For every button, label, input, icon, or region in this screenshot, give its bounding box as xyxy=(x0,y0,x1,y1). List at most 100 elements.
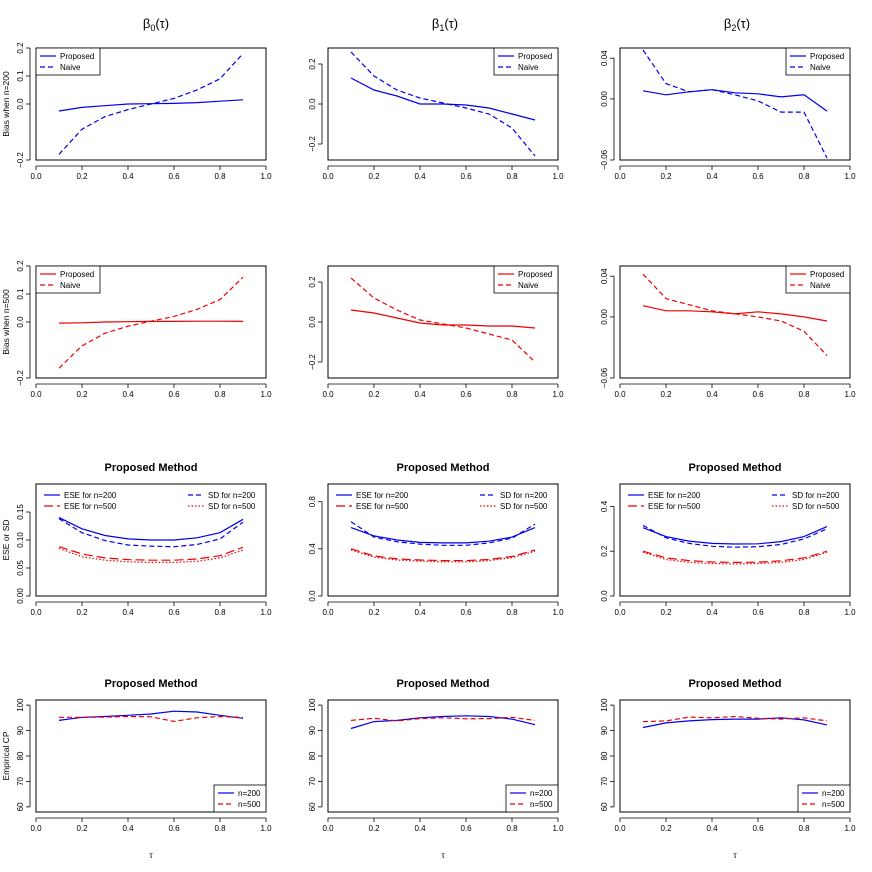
plot-box xyxy=(35,265,267,379)
legend: n=200 n=500 xyxy=(505,784,559,813)
legend-label: ESE for n=200 xyxy=(64,491,117,500)
x-tick-label: 0.0 xyxy=(30,824,42,833)
x-tick-label: 0.8 xyxy=(214,608,226,617)
legend-box xyxy=(493,47,559,76)
legend-box xyxy=(493,265,559,294)
x-tick-label: 0.0 xyxy=(322,172,334,181)
col-title-sub: 2 xyxy=(731,23,736,33)
legend-box xyxy=(35,47,101,76)
legend-label: ESE for n=500 xyxy=(648,502,701,511)
x-tick-label: 0.6 xyxy=(168,824,180,833)
y-tick-label: 0.04 xyxy=(600,50,609,66)
panel-r3-c1: 0.0 0.2 0.4 0.6 0.8 1.0 60 70 80 90 100 n=200 n=500 xyxy=(308,698,564,833)
x-tick-label: 0.4 xyxy=(122,172,134,181)
x-tick-label: 1.0 xyxy=(260,172,272,181)
series-line-proposed xyxy=(350,309,536,329)
legend: Proposed Naive xyxy=(785,47,851,76)
x-tick-label: 0.2 xyxy=(660,824,672,833)
y-tick-label: 0.05 xyxy=(16,560,25,576)
legend: ESE for n=200 SD for n=200 ESE for n=500 SD… xyxy=(336,491,548,511)
series-line-sd-for-n-200 xyxy=(642,524,828,548)
x-tick-label: 0.2 xyxy=(660,390,672,399)
panel-r1-c1: 0.0 0.2 0.4 0.6 0.8 1.0 −0.2 0.0 0.2 Proposed Naiv… xyxy=(308,265,564,399)
x-tick-label: 0.6 xyxy=(752,608,764,617)
x-tick-label: 0.6 xyxy=(460,608,472,617)
x-tick-label: 0.2 xyxy=(660,172,672,181)
y-tick-label: 90 xyxy=(308,726,317,735)
legend-label: n=200 xyxy=(530,789,553,798)
y-tick-label: 60 xyxy=(308,802,317,811)
series-line-ese-for-n-500 xyxy=(350,548,536,562)
y-tick-label: 0.10 xyxy=(16,532,25,548)
series-line-sd-for-n-500 xyxy=(58,547,244,564)
x-tick-label: 0.0 xyxy=(614,608,626,617)
plot-box xyxy=(327,483,559,597)
legend-label: ESE for n=200 xyxy=(356,491,409,500)
panel-title: Proposed Method xyxy=(105,678,198,690)
x-tick-label: 1.0 xyxy=(260,824,272,833)
x-tick-label: 1.0 xyxy=(844,390,856,399)
panel-r3-c0: 0.0 0.2 0.4 0.6 0.8 1.0 60 70 80 90 100 n=200 n=500 xyxy=(16,698,272,833)
y-tick-label: 80 xyxy=(600,751,609,760)
x-tick-label: 0.4 xyxy=(414,824,426,833)
col-title-beta2: β2(τ) xyxy=(724,16,750,33)
series-line-naive xyxy=(350,51,536,157)
x-tick-label: 0.0 xyxy=(322,390,334,399)
x-tick-label: 0.4 xyxy=(122,390,134,399)
x-axis-label: τ xyxy=(733,850,737,860)
legend-box xyxy=(505,784,559,813)
x-tick-label: 0.4 xyxy=(414,172,426,181)
x-tick-label: 1.0 xyxy=(552,390,564,399)
legend-label: n=500 xyxy=(530,800,553,809)
legend-label: Naive xyxy=(60,63,81,72)
series-line-naive xyxy=(642,273,828,357)
y-tick-label: −0.06 xyxy=(600,149,609,170)
legend-label: ESE for n=500 xyxy=(356,502,409,511)
y-tick-label: 0.1 xyxy=(16,288,25,300)
x-tick-label: 0.8 xyxy=(214,824,226,833)
y-tick-label: 70 xyxy=(600,776,609,785)
legend: Proposed Naive xyxy=(35,265,101,294)
y-tick-label: 80 xyxy=(16,751,25,760)
y-tick-label: 0.2 xyxy=(308,58,317,70)
x-tick-label: 0.8 xyxy=(506,608,518,617)
y-tick-label: −0.2 xyxy=(308,136,317,152)
legend-label: SD for n=500 xyxy=(500,502,548,511)
series-line-n-500 xyxy=(350,716,536,722)
legend-label: SD for n=500 xyxy=(792,502,840,511)
y-tick-label: 0.00 xyxy=(600,91,609,107)
series-line-naive xyxy=(58,53,244,155)
y-tick-label: 90 xyxy=(16,726,25,735)
series-line-n-500 xyxy=(642,715,828,723)
col-title-tail: (τ) xyxy=(444,16,458,31)
y-tick-label: 0.2 xyxy=(16,42,25,54)
plot-box xyxy=(327,47,559,161)
col-title-base: β xyxy=(143,16,150,31)
x-tick-label: 1.0 xyxy=(552,172,564,181)
x-tick-label: 0.8 xyxy=(798,824,810,833)
legend-label: ESE for n=200 xyxy=(648,491,701,500)
x-tick-label: 0.8 xyxy=(214,390,226,399)
plot-box xyxy=(327,265,559,379)
panel-title: Proposed Method xyxy=(689,462,782,474)
y-tick-label: 0.00 xyxy=(16,588,25,604)
x-tick-label: 0.8 xyxy=(798,172,810,181)
x-tick-label: 0.4 xyxy=(414,390,426,399)
y-axis-label: ESE or SD xyxy=(1,519,11,560)
y-tick-label: 0.0 xyxy=(600,590,609,602)
legend: Proposed Naive xyxy=(493,265,559,294)
legend-label: Proposed xyxy=(60,270,94,279)
plot-box xyxy=(619,483,851,597)
series-line-n-200 xyxy=(58,710,244,721)
legend-label: n=200 xyxy=(238,789,261,798)
y-axis-label: Bias when n=500 xyxy=(1,289,11,355)
x-tick-label: 0.8 xyxy=(506,390,518,399)
panel-title: Proposed Method xyxy=(397,678,490,690)
legend-label: ESE for n=500 xyxy=(64,502,117,511)
y-tick-label: 0.4 xyxy=(308,543,317,555)
series-line-proposed xyxy=(350,77,536,121)
x-tick-label: 0.6 xyxy=(460,824,472,833)
legend-label: SD for n=200 xyxy=(792,491,840,500)
x-tick-label: 0.2 xyxy=(368,608,380,617)
